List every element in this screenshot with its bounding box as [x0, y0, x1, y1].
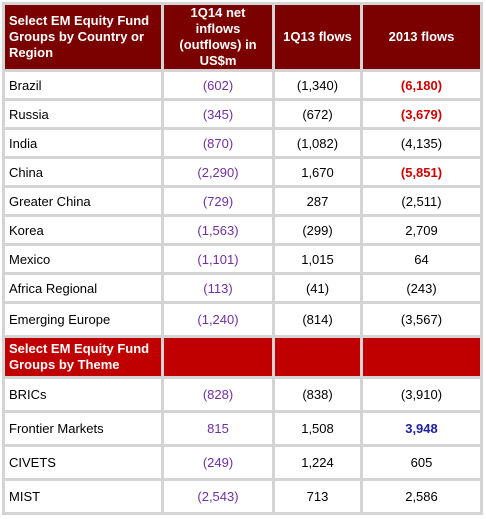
cell-2013: (3,910) — [363, 379, 480, 410]
table-row: Russia (345) (672) (3,679) — [5, 101, 480, 127]
cell-2013: 64 — [363, 246, 480, 272]
cell-1q13: (838) — [275, 379, 360, 410]
table-row: China (2,290) 1,670 (5,851) — [5, 159, 480, 185]
header-2013-flows: 2013 flows — [363, 5, 480, 69]
header-1q13-flows: 1Q13 flows — [275, 5, 360, 69]
cell-1q14: (2,290) — [164, 159, 272, 185]
cell-1q13: 287 — [275, 188, 360, 214]
cell-1q14: (828) — [164, 379, 272, 410]
cell-1q13: (299) — [275, 217, 360, 243]
cell-1q13: (672) — [275, 101, 360, 127]
table-row: Brazil (602) (1,340) (6,180) — [5, 72, 480, 98]
cell-1q14: (1,240) — [164, 304, 272, 335]
row-label: China — [5, 159, 161, 185]
table-row: MIST (2,543) 713 2,586 — [5, 481, 480, 512]
row-label: Greater China — [5, 188, 161, 214]
cell-1q13: (1,340) — [275, 72, 360, 98]
fund-flows-table: Select EM Equity Fund Groups by Country … — [2, 2, 483, 515]
row-label: Korea — [5, 217, 161, 243]
cell-1q13: 1,670 — [275, 159, 360, 185]
cell-2013: (243) — [363, 275, 480, 301]
row-label: Emerging Europe — [5, 304, 161, 335]
cell-2013: (4,135) — [363, 130, 480, 156]
row-label: Africa Regional — [5, 275, 161, 301]
row-label: BRICs — [5, 379, 161, 410]
cell-1q14: (870) — [164, 130, 272, 156]
header-country-region: Select EM Equity Fund Groups by Country … — [5, 5, 161, 69]
table-row: India (870) (1,082) (4,135) — [5, 130, 480, 156]
cell-1q13: (41) — [275, 275, 360, 301]
cell-1q14: (2,543) — [164, 481, 272, 512]
cell-1q13: (814) — [275, 304, 360, 335]
theme-header-blank — [363, 338, 480, 376]
table-row: Frontier Markets 815 1,508 3,948 — [5, 413, 480, 444]
row-label: Frontier Markets — [5, 413, 161, 444]
table-row: Mexico (1,101) 1,015 64 — [5, 246, 480, 272]
row-label: Brazil — [5, 72, 161, 98]
cell-1q14: (729) — [164, 188, 272, 214]
cell-1q13: 1,508 — [275, 413, 360, 444]
theme-header-blank — [164, 338, 272, 376]
cell-1q13: (1,082) — [275, 130, 360, 156]
row-label: CIVETS — [5, 447, 161, 478]
theme-section-header-row: Select EM Equity Fund Groups by Theme — [5, 338, 480, 376]
table-row: Greater China (729) 287 (2,511) — [5, 188, 480, 214]
row-label: Russia — [5, 101, 161, 127]
cell-1q14: (249) — [164, 447, 272, 478]
table-row: Korea (1,563) (299) 2,709 — [5, 217, 480, 243]
table-row: Africa Regional (113) (41) (243) — [5, 275, 480, 301]
table-header-row: Select EM Equity Fund Groups by Country … — [5, 5, 480, 69]
header-1q14-flows: 1Q14 net inflows (outflows) in US$m — [164, 5, 272, 69]
table-row: BRICs (828) (838) (3,910) — [5, 379, 480, 410]
cell-2013: (3,679) — [363, 101, 480, 127]
cell-2013: (6,180) — [363, 72, 480, 98]
row-label: MIST — [5, 481, 161, 512]
theme-section-title: Select EM Equity Fund Groups by Theme — [5, 338, 161, 376]
cell-1q13: 1,224 — [275, 447, 360, 478]
cell-1q13: 1,015 — [275, 246, 360, 272]
cell-1q13: 713 — [275, 481, 360, 512]
cell-1q14: 815 — [164, 413, 272, 444]
cell-1q14: (1,101) — [164, 246, 272, 272]
table-row: CIVETS (249) 1,224 605 — [5, 447, 480, 478]
cell-2013: 3,948 — [363, 413, 480, 444]
cell-2013: (3,567) — [363, 304, 480, 335]
cell-2013: (2,511) — [363, 188, 480, 214]
table-row: Emerging Europe (1,240) (814) (3,567) — [5, 304, 480, 335]
cell-2013: 2,709 — [363, 217, 480, 243]
cell-1q14: (113) — [164, 275, 272, 301]
cell-1q14: (602) — [164, 72, 272, 98]
theme-header-blank — [275, 338, 360, 376]
cell-2013: (5,851) — [363, 159, 480, 185]
cell-1q14: (1,563) — [164, 217, 272, 243]
cell-2013: 2,586 — [363, 481, 480, 512]
cell-1q14: (345) — [164, 101, 272, 127]
cell-2013: 605 — [363, 447, 480, 478]
row-label: India — [5, 130, 161, 156]
row-label: Mexico — [5, 246, 161, 272]
